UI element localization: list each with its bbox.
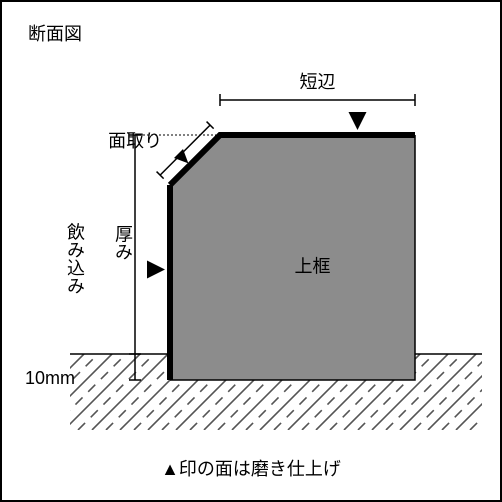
- body-fill: [170, 135, 415, 380]
- title: 断面図: [28, 24, 82, 44]
- cross-section-diagram: 断面図上框短辺面取り厚み飲み込み10mm▲印の面は磨き仕上げ: [0, 0, 502, 502]
- label-thickness: 厚み: [113, 225, 133, 261]
- label-inset: 飲み込み: [65, 222, 85, 294]
- caption: ▲印の面は磨き仕上げ: [161, 459, 341, 479]
- label-short-side: 短辺: [300, 72, 336, 92]
- label-inset-value: 10mm: [25, 368, 75, 388]
- body-label: 上框: [295, 257, 331, 277]
